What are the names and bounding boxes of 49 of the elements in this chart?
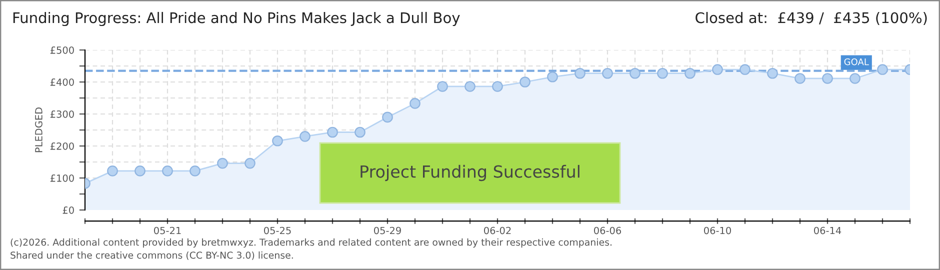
- annotation: Project Funding Successful: [360, 164, 580, 182]
- point: [190, 166, 200, 176]
- text: Shared under the creative commons (CC BY-NC 3.0) license.: [10, 251, 293, 260]
- point: [602, 68, 613, 79]
- y-tick-label: £500: [50, 46, 74, 54]
- y-tick-label: £0: [62, 206, 74, 214]
- point: [822, 73, 833, 84]
- chart-title: Funding Progress: All Pride and No Pins Makes Jack a Dull Boy: [13, 12, 460, 26]
- point: [134, 166, 146, 176]
- point: [492, 81, 503, 92]
- point: [850, 73, 860, 84]
- x-tick-label: 05-29: [374, 226, 401, 234]
- y-tick-label: £300: [50, 110, 74, 118]
- point: [410, 98, 420, 109]
- point: [794, 73, 806, 84]
- y-tick-label: £100: [50, 174, 74, 182]
- point: [437, 81, 448, 92]
- point: [767, 68, 778, 79]
- point: [327, 126, 338, 138]
- x-tick-label: 05-21: [154, 226, 181, 234]
- point: [272, 135, 283, 146]
- x-tick-label: 05-25: [264, 226, 291, 234]
- point: [712, 64, 723, 75]
- x-tick-label: 06-14: [814, 226, 842, 234]
- point: [162, 166, 173, 176]
- text: Closed at: £439 / £435 (100%): [696, 12, 927, 25]
- point: [657, 68, 668, 79]
- point: [354, 126, 366, 138]
- text: (c)2026. Additional content provided by bretmwxyz. Trademarks and related content are owned by their respective companies.: [10, 238, 612, 248]
- y-tick-label: £200: [50, 142, 74, 150]
- point: [684, 68, 696, 79]
- point: [464, 81, 476, 92]
- y-axis-title: PLEDGED: [35, 108, 42, 152]
- x-tick-label: 06-10: [704, 226, 731, 234]
- point: [217, 158, 228, 169]
- point: [740, 64, 750, 75]
- point: [244, 158, 256, 169]
- point: [547, 71, 558, 82]
- x-tick-label: 06-06: [594, 226, 622, 234]
- point: [382, 112, 393, 123]
- point: [877, 64, 888, 75]
- x-tick-label: 06-02: [484, 226, 511, 234]
- point: [520, 76, 530, 88]
- ref-line-label: GOAL: [844, 58, 869, 66]
- point: [574, 68, 586, 79]
- point: [300, 130, 310, 142]
- point: [107, 166, 118, 176]
- y-tick-label: £400: [50, 78, 74, 86]
- point: [630, 68, 640, 79]
